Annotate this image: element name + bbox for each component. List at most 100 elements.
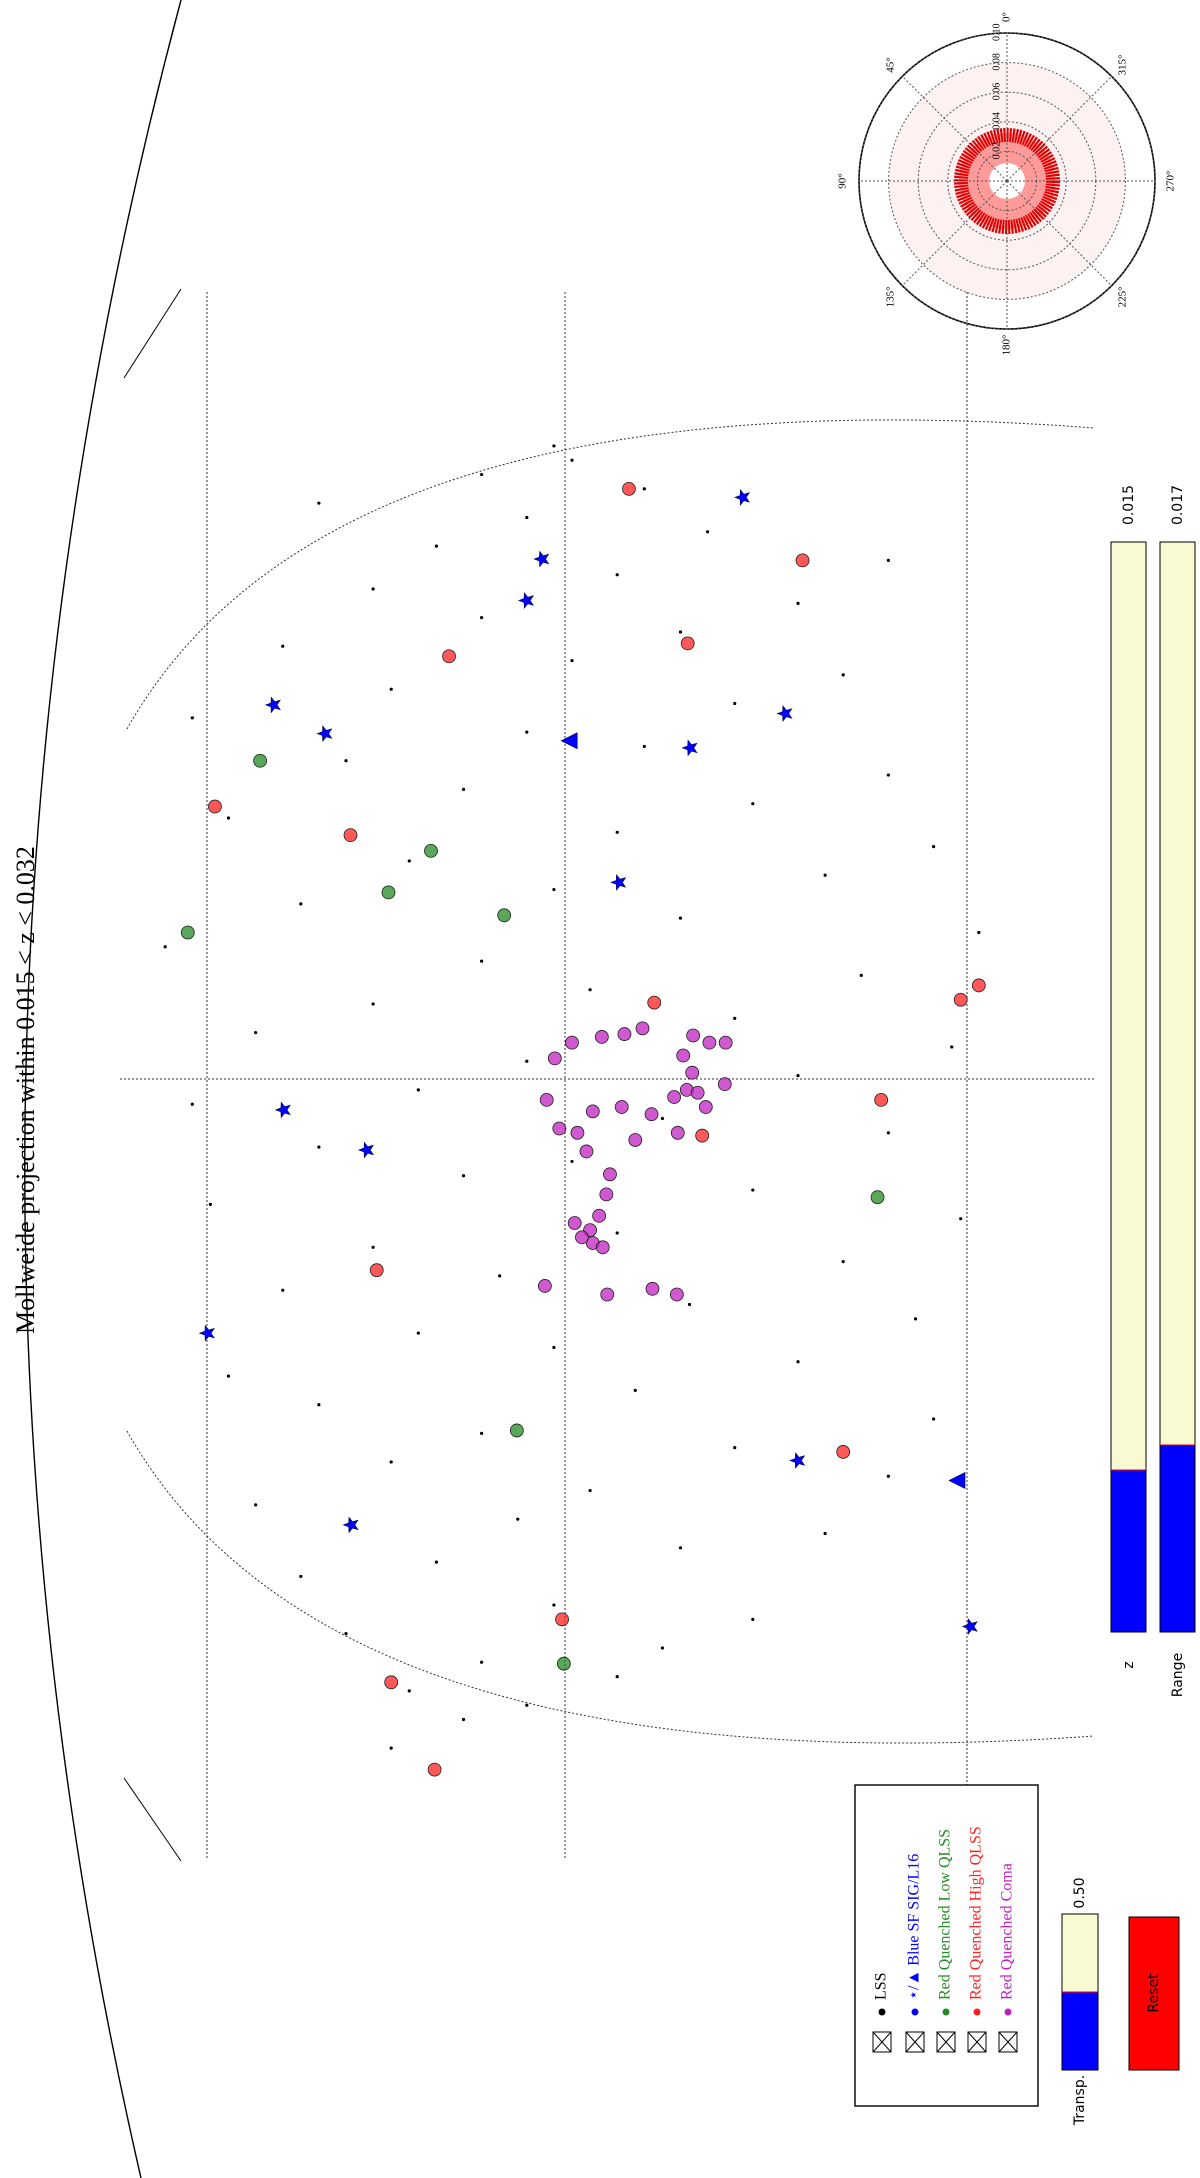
legend-marker [973,2008,981,2016]
lss-point [299,1574,303,1579]
circle-point [635,1021,650,1036]
legend-marker [911,2008,919,2016]
inset-r-label: 0.06 [991,83,1002,101]
lss-point [859,973,863,978]
circle-point [567,1216,582,1230]
slider-track[interactable] [1110,541,1147,1633]
inset-spoke [901,180,1008,287]
lss-point [552,444,556,448]
lss-point [281,1288,285,1292]
circle-point [870,1190,885,1205]
circle-point [628,1133,643,1147]
legend-check[interactable] [872,2031,892,2053]
lss-point [434,544,438,548]
lss-point [317,501,321,505]
legend-check[interactable] [967,2031,987,2053]
circle-point [686,1028,701,1043]
inset-grid-ring [888,62,1126,300]
circle-point [685,1065,700,1080]
lss-point [615,830,619,834]
lss-point [480,959,484,963]
circle-point [343,828,358,843]
inset-spoke [901,75,1008,182]
circle-point [718,1035,733,1050]
lss-point [977,930,981,935]
star-point [734,488,751,506]
legend-check[interactable] [936,2031,956,2053]
lss-point [678,630,683,634]
lss-point [678,916,683,920]
lss-point [615,1231,619,1235]
lss-point [796,601,800,605]
lss-point [959,1217,963,1221]
lss-point [371,1002,375,1006]
star-point [342,1516,359,1534]
polar-inset: 0.02 0.04 0.06 0.08 0.10 0° 45° 90° 135° 180° 225°… [837,12,1177,355]
lss-point [416,1331,420,1335]
lss-point [416,1088,420,1092]
reset-label[interactable]: Reset [1146,1973,1162,2013]
lss-point [678,1546,683,1550]
lss-point [317,1403,321,1407]
circle-point [547,1051,562,1066]
circle-point [180,925,195,940]
circle-point [647,995,662,1010]
star-point [789,1452,806,1469]
circle-point [369,1263,384,1278]
lss-point [733,1446,737,1450]
lss-point [615,1674,619,1679]
slider-value: 0.017 [1170,485,1186,525]
lss-point [886,1131,891,1135]
lss-point [660,1646,665,1650]
lss-point [461,787,466,791]
lss-point [932,1417,936,1421]
lss-point [226,816,231,820]
slider-fill [1110,1469,1147,1633]
edge-arc [123,288,182,379]
lss-point [841,1260,845,1264]
slider-label: Range [1170,1653,1186,1697]
lss-point [588,988,592,992]
circle-point [874,1092,889,1107]
legend-check[interactable] [998,2031,1018,2053]
edge-arc [123,1777,182,1862]
slider-value: 0.50 [1072,1877,1088,1908]
lss-point [796,1073,800,1078]
lss-point [886,1474,891,1478]
lss-point [480,1431,484,1435]
lss-point [407,1689,411,1693]
circle-point [622,481,636,496]
circle-point [552,1121,567,1136]
plot-area [163,444,986,1777]
lss-point [642,744,646,749]
lss-point [706,530,710,534]
circle-point [953,992,968,1007]
outer-arc [24,0,182,2178]
slider-label: z [1121,1661,1137,1668]
circle-point [594,1030,609,1044]
legend-label: ⋆/▲ Blue SF SIG/L16 [906,1854,923,2000]
triangle-point [948,1472,966,1490]
circle-point [698,1100,713,1114]
circle-point [579,1144,594,1159]
lss-point [344,1632,348,1636]
reset-button[interactable] [1128,1916,1180,2071]
graticule [120,292,1095,1860]
lss-point [687,1302,692,1307]
legend-marker [1004,2008,1012,2016]
circle-point [575,1230,589,1245]
circle-point [644,1107,659,1122]
lss-point [633,1388,637,1392]
star-point [357,1141,374,1159]
circle-point [427,1762,442,1777]
circle-point [836,1445,851,1459]
inset-angle-label: 270° [1165,171,1177,192]
legend-check[interactable] [905,2031,925,2053]
inset-grid-ring [858,32,1156,330]
circle-point [971,978,986,993]
lss-point [208,1202,212,1206]
inset-r-label: 0.08 [991,53,1002,71]
star-point [198,1324,215,1342]
inset-r-label: 0.10 [991,24,1002,42]
inset-angle-label: 225° [1116,287,1128,308]
